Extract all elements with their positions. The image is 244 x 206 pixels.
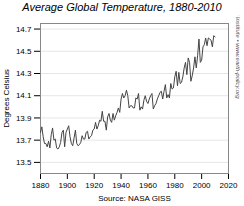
svg-text:14.7: 14.7 [16,25,32,34]
svg-text:2020: 2020 [220,181,238,190]
svg-text:13.5: 13.5 [16,158,32,167]
svg-text:13.7: 13.7 [16,136,32,145]
html-text:Average Global Temperature, 18: Average Global Temperature, 1880-2010 [22,1,222,13]
svg-text:13.9: 13.9 [16,114,32,123]
svg-text:Source: NASA GISS: Source: NASA GISS [98,194,170,203]
svg-text:1980: 1980 [166,181,184,190]
svg-text:14.1: 14.1 [16,91,32,100]
svg-text:1880: 1880 [32,181,50,190]
svg-text:2000: 2000 [193,181,211,190]
svg-text:Earth Policy Institute • www.e: Earth Policy Institute • www.earth-polic… [235,15,241,99]
svg-text:14.5: 14.5 [16,47,32,56]
svg-text:Degrees Celsius: Degrees Celsius [2,69,11,128]
svg-text:1940: 1940 [112,181,130,190]
svg-text:14.3: 14.3 [16,69,32,78]
svg-text:1900: 1900 [58,181,76,190]
svg-text:1920: 1920 [85,181,103,190]
svg-text:1960: 1960 [139,181,157,190]
